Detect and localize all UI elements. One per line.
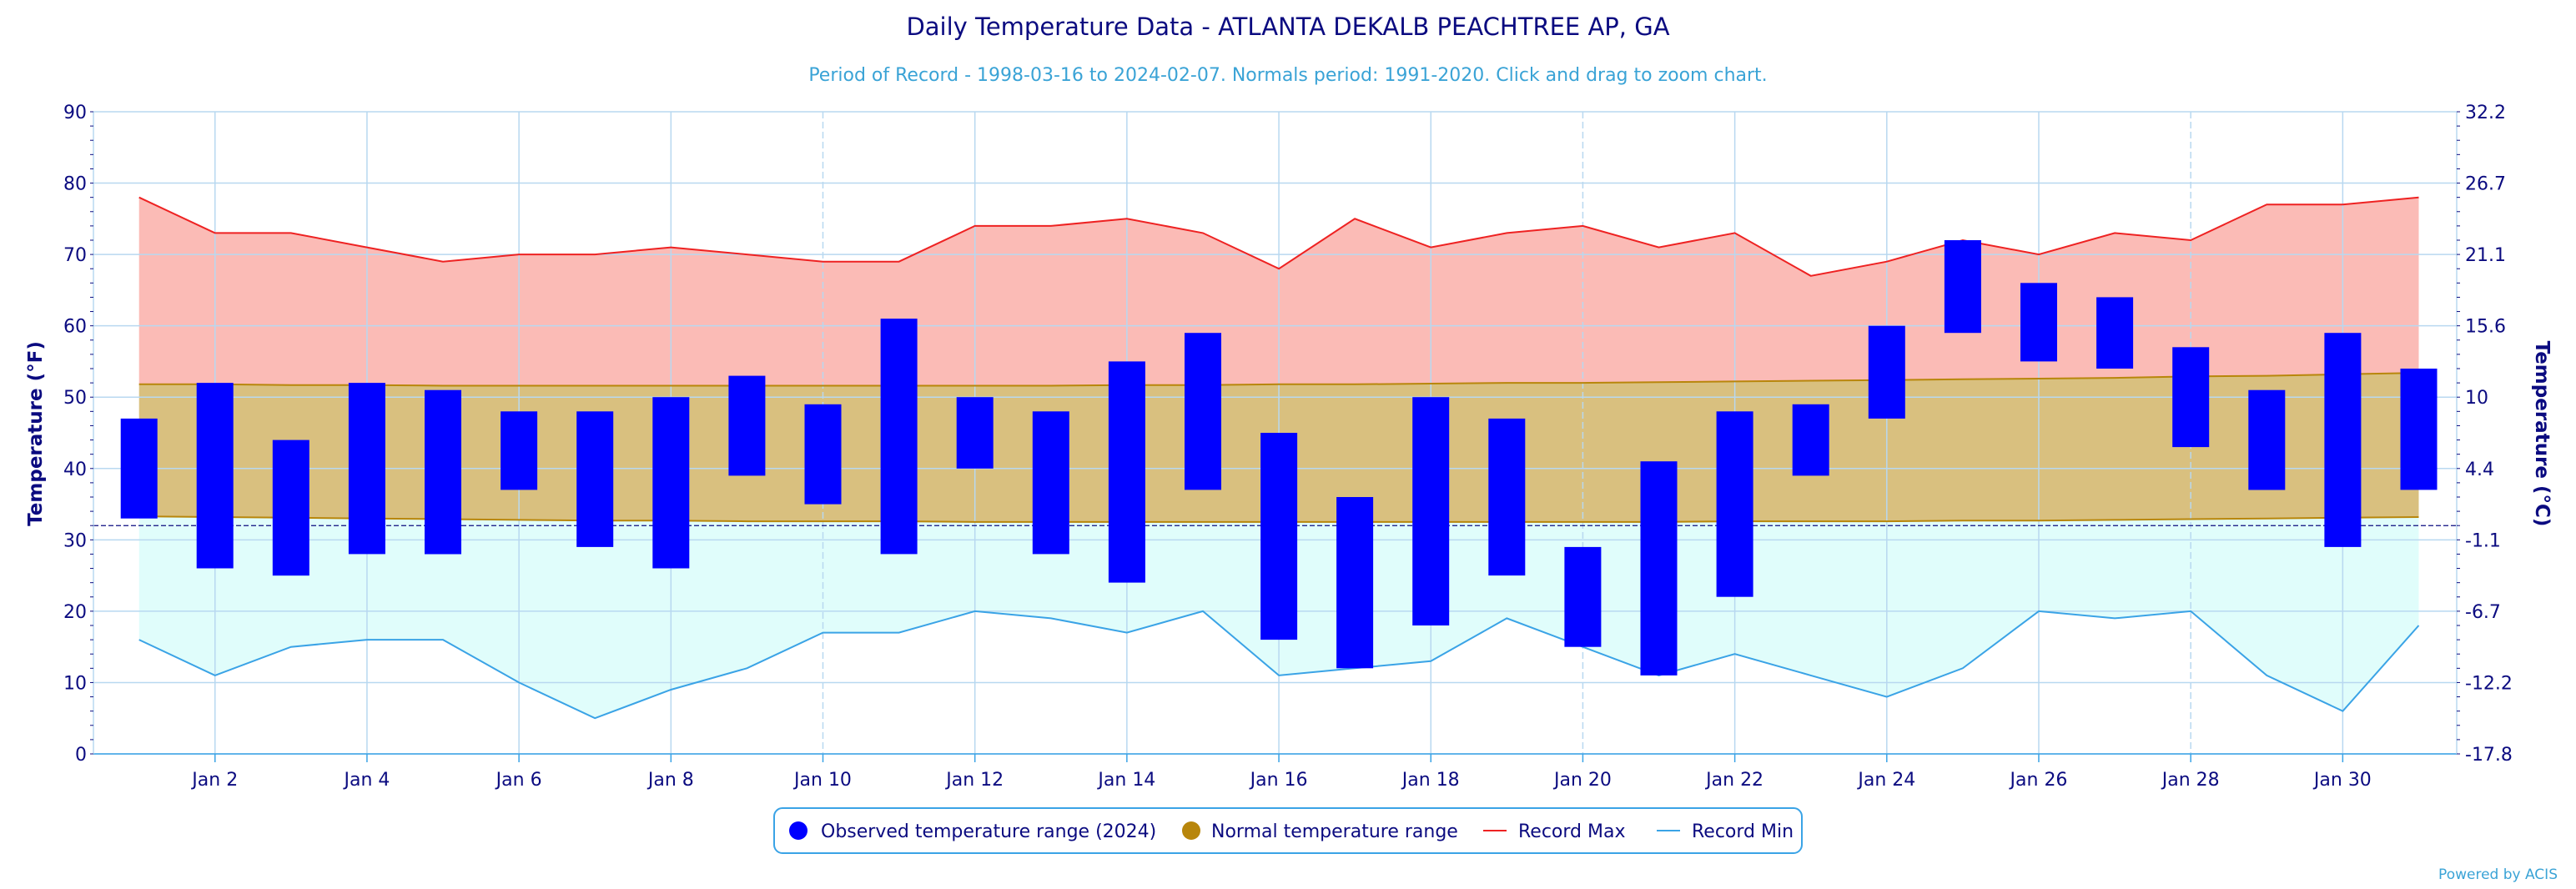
legend-observed-marker [789, 821, 808, 840]
x-tick-label: Jan 2 [190, 770, 238, 791]
y-tick-label-right: -1.1 [2465, 530, 2501, 551]
x-tick-label: Jan 24 [1856, 770, 1915, 791]
observed-bar-jan-10 [804, 404, 842, 505]
observed-bar-jan-27 [2096, 297, 2134, 369]
observed-bar-jan-17 [1336, 497, 1374, 669]
x-tick-label: Jan 8 [647, 770, 694, 791]
observed-bar-jan-4 [348, 383, 385, 555]
y-axis-title-right: Temperature (°C) [2531, 341, 2553, 527]
observed-bar-jan-14 [1108, 361, 1145, 583]
record-min-line [138, 610, 2420, 720]
observed-bar-jan-23 [1792, 404, 1829, 476]
observed-bar-jan-1 [120, 418, 158, 519]
observed-bar-jan-26 [2020, 283, 2057, 362]
x-tick-label: Jan 12 [944, 770, 1004, 791]
x-tick-label: Jan 10 [792, 770, 852, 791]
observed-bar-jan-16 [1260, 433, 1298, 640]
legend-item-record-min[interactable]: Record Min [1657, 821, 1794, 842]
y-tick-label-right: 4.4 [2465, 460, 2494, 480]
axes-layer: 0 10 20 30 40 50 60 70 80 90 -17.8 -12.2 -6.7 -1.1 4.4… [63, 103, 2513, 791]
y-tick-label-right: 21.1 [2465, 245, 2506, 266]
legend-normal-marker [1182, 821, 1200, 840]
x-tick-label: Jan 6 [495, 770, 542, 791]
x-tick-label: Jan 4 [342, 770, 390, 791]
y-tick-label-left: 20 [63, 602, 87, 623]
observed-bar-jan-12 [956, 397, 994, 469]
y-tick-label-left: 90 [63, 103, 87, 123]
observed-bar-jan-13 [1032, 411, 1069, 555]
y-tick-label-right: -12.2 [2465, 673, 2513, 694]
observed-bars-layer [120, 240, 2438, 676]
legend-record-max-label: Record Max [1518, 821, 1626, 842]
observed-bar-jan-11 [880, 319, 918, 555]
chart-subtitle: Period of Record - 1998-03-16 to 2024-02… [808, 65, 1767, 86]
observed-bar-jan-9 [728, 375, 766, 476]
observed-bar-jan-31 [2400, 369, 2438, 490]
observed-bar-jan-29 [2248, 389, 2286, 490]
chart-legend[interactable]: Observed temperature range (2024) Normal… [773, 807, 1803, 854]
y-tick-label-right: 10 [2465, 388, 2488, 409]
observed-bar-jan-2 [196, 383, 234, 569]
observed-bar-jan-25 [1944, 240, 1981, 334]
observed-bar-jan-3 [272, 439, 309, 576]
x-tick-label: Jan 26 [2009, 770, 2068, 791]
x-tick-label: Jan 30 [2312, 770, 2372, 791]
observed-bar-jan-7 [576, 411, 614, 547]
y-tick-label-right: 26.7 [2465, 174, 2506, 195]
y-tick-label-left: 70 [63, 245, 87, 266]
x-tick-label: Jan 28 [2161, 770, 2220, 791]
x-tick-label: Jan 16 [1249, 770, 1308, 791]
y-tick-label-right: -6.7 [2465, 602, 2501, 623]
observed-bar-jan-19 [1488, 418, 1526, 576]
observed-bar-jan-21 [1640, 461, 1678, 676]
legend-item-normal[interactable]: Normal temperature range [1182, 821, 1458, 842]
observed-bar-jan-20 [1564, 546, 1602, 647]
observed-bar-jan-6 [501, 411, 538, 490]
observed-bar-jan-24 [1868, 325, 1905, 419]
legend-item-record-max[interactable]: Record Max [1483, 821, 1626, 842]
y-axis-title-left: Temperature (°F) [25, 341, 47, 526]
y-tick-label-left: 40 [63, 460, 87, 480]
y-tick-label-left: 30 [63, 530, 87, 551]
legend-normal-label: Normal temperature range [1211, 821, 1458, 842]
legend-item-observed[interactable]: Observed temperature range (2024) [789, 821, 1156, 842]
y-tick-label-left: 10 [63, 673, 87, 694]
x-tick-label: Jan 14 [1096, 770, 1155, 791]
chart-title: Daily Temperature Data - ATLANTA DEKALB … [906, 13, 1669, 41]
record-max-line [138, 196, 2419, 277]
observed-bar-jan-8 [652, 397, 690, 569]
x-tick-label: Jan 22 [1704, 770, 1763, 791]
observed-bar-jan-22 [1716, 411, 1753, 597]
y-tick-label-right: 32.2 [2465, 103, 2506, 123]
observed-bar-jan-28 [2172, 347, 2210, 448]
observed-bar-jan-5 [425, 389, 461, 555]
y-tick-label-left: 50 [63, 388, 87, 409]
credit-link[interactable]: Powered by ACIS [2438, 866, 2558, 883]
y-tick-label-left: 60 [63, 317, 87, 338]
y-tick-label-right: -17.8 [2465, 745, 2513, 766]
x-tick-label: Jan 20 [1552, 770, 1612, 791]
observed-bar-jan-15 [1185, 333, 1221, 490]
observed-bar-jan-30 [2324, 333, 2362, 547]
legend-box [773, 807, 1803, 854]
y-tick-label-left: 80 [63, 174, 87, 195]
legend-record-min-label: Record Min [1692, 821, 1794, 842]
y-tick-label-left: 0 [75, 745, 87, 766]
observed-bar-jan-18 [1412, 397, 1450, 625]
y-tick-label-right: 15.6 [2465, 317, 2506, 338]
x-tick-label: Jan 18 [1401, 770, 1460, 791]
normal-high-line [138, 372, 2419, 387]
legend-observed-label: Observed temperature range (2024) [821, 821, 1156, 842]
